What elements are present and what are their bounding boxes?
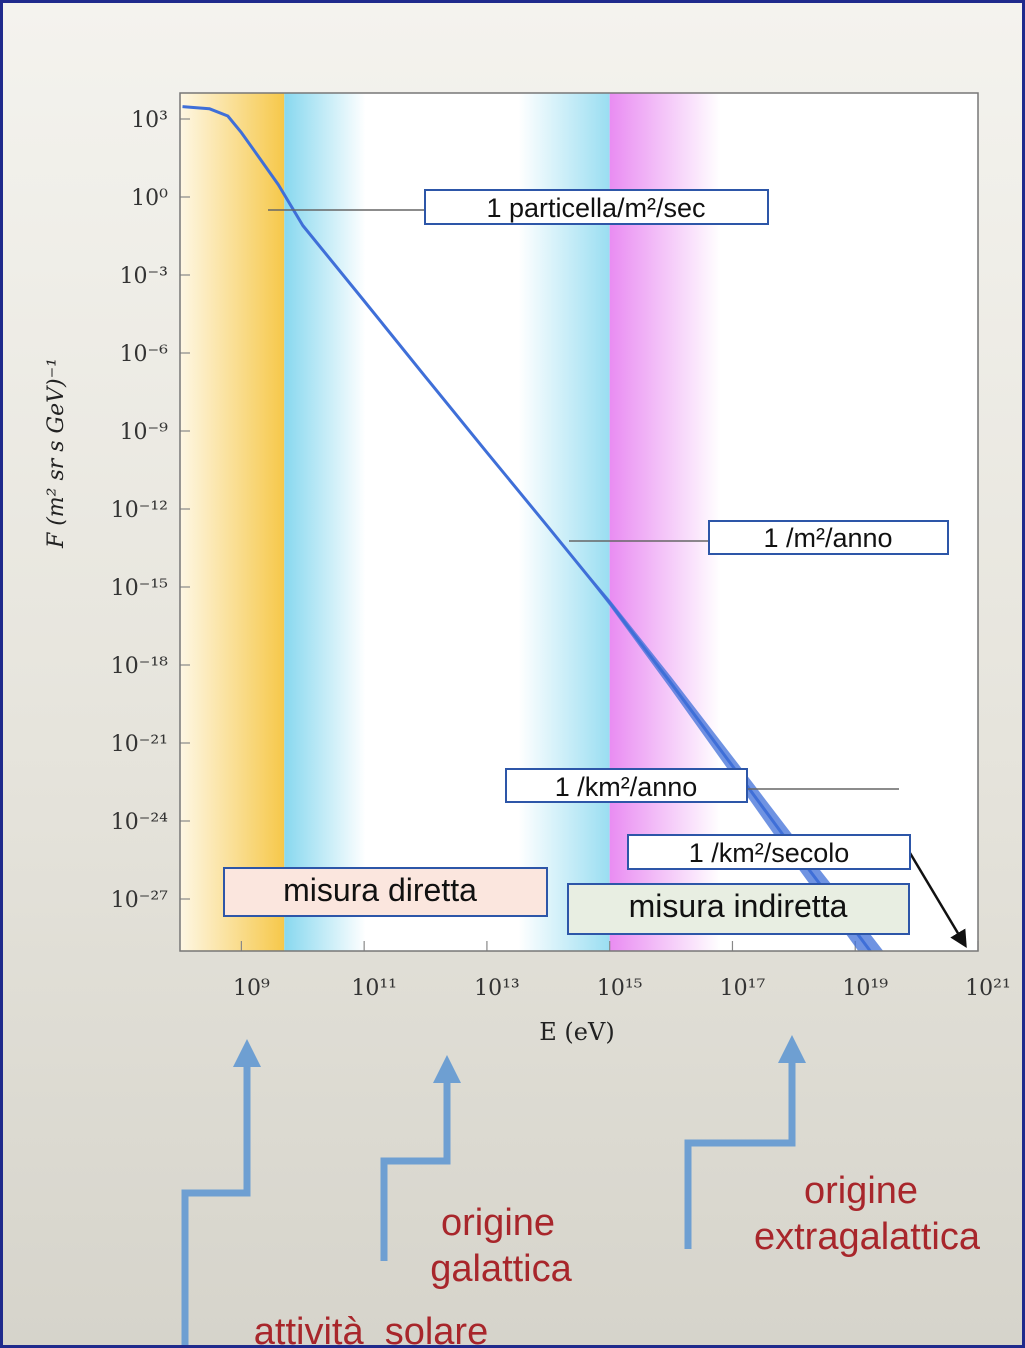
galactic-origin-arrow [380, 1081, 451, 1261]
annotation-box-2: 1 /m²/anno [708, 520, 949, 555]
x-tick-labels: 10⁹ 10¹¹ 10¹³ 10¹⁵ 10¹⁷ 10¹⁹ 10²¹ [233, 976, 1011, 1001]
annotation-box-3: 1 /km²/anno [505, 768, 748, 803]
direct-measurement-label: misura diretta [283, 872, 477, 908]
y-tick-label: 10⁻⁶ [120, 342, 169, 367]
plot-frame [179, 92, 979, 952]
galactic-origin-label-1: origine [441, 1202, 555, 1244]
solar-arrowhead [233, 1039, 261, 1067]
y-tick-label: 10³ [131, 108, 168, 133]
galactic-arrowhead [433, 1055, 461, 1083]
x-tick-label: 10²¹ [965, 976, 1011, 1001]
x-tick-label: 10¹⁵ [597, 976, 643, 1001]
y-axis-label: F (m² sr s GeV)⁻¹ [44, 358, 69, 549]
annotation-arrow-4 [908, 852, 967, 949]
y-tick-label: 10⁻²¹ [111, 732, 168, 757]
solar-activity-label: attività solare [254, 1311, 488, 1345]
indirect-measurement-label: misura indiretta [629, 888, 848, 924]
annotation-label-1: 1 particella/m²/sec [486, 193, 705, 223]
direct-measurement-box: misura diretta [223, 867, 548, 917]
y-tick-label: 10⁻³ [120, 264, 168, 289]
galactic-region [284, 93, 610, 951]
x-axis-label: E (eV) [539, 1018, 614, 1046]
annotation-label-3: 1 /km²/anno [555, 772, 698, 802]
y-tick-label: 10⁻¹⁸ [111, 654, 168, 679]
knee-region [609, 93, 721, 951]
uncertainty-band [182, 106, 884, 951]
extragalactic-origin-arrow [684, 1061, 796, 1249]
y-tick-label: 10⁻²⁴ [111, 810, 168, 835]
origin-arrows [181, 1035, 806, 1345]
plot-area [179, 92, 979, 952]
x-tick-label: 10¹⁹ [842, 976, 888, 1001]
y-tick-label: 10⁻⁹ [120, 420, 169, 445]
x-tick-label: 10¹¹ [351, 976, 397, 1001]
y-tick-labels: 10³ 10⁰ 10⁻³ 10⁻⁶ 10⁻⁹ 10⁻¹² 10⁻¹⁵ 10⁻¹⁸ 10⁻²¹ 10… [111, 108, 168, 913]
energy-regions [180, 93, 721, 951]
x-tick-label: 10⁹ [233, 976, 270, 1001]
indirect-measurement-box: misura indiretta [567, 883, 910, 935]
y-tick-label: 10⁻¹² [111, 498, 168, 523]
cosmic-ray-spectrum-chart: 10³ 10⁰ 10⁻³ 10⁻⁶ 10⁻⁹ 10⁻¹² 10⁻¹⁵ 10⁻¹⁸ 10⁻²¹ 10… [44, 92, 1011, 1345]
flux-uncertainty-band [182, 106, 884, 951]
x-tick-label: 10¹³ [474, 976, 520, 1001]
y-tick-label: 10⁰ [131, 186, 168, 211]
extragalactic-origin-label-1: origine [804, 1170, 918, 1212]
annotation-box-4: 1 /km²/secolo [627, 834, 911, 870]
x-tick-label: 10¹⁷ [720, 976, 766, 1001]
solar-region [180, 93, 285, 951]
galactic-origin-label-2: galattica [430, 1248, 572, 1290]
annotation-box-1: 1 particella/m²/sec [424, 189, 769, 225]
extragalactic-arrowhead [778, 1035, 806, 1063]
solar-origin-arrow [181, 1065, 251, 1345]
extragalactic-origin-label-2: extragalattica [754, 1216, 981, 1258]
annotation-label-2: 1 /m²/anno [763, 523, 892, 553]
y-tick-label: 10⁻²⁷ [111, 888, 168, 913]
y-tick-label: 10⁻¹⁵ [111, 576, 168, 601]
annotation-label-4: 1 /km²/secolo [689, 838, 850, 868]
